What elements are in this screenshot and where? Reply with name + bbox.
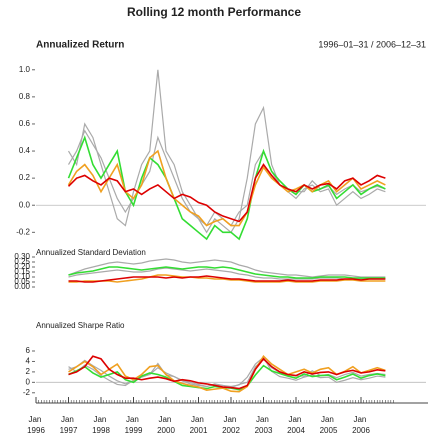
series-line: [67, 135, 386, 241]
panel-title: Annualized Return: [36, 40, 124, 51]
chart-title: Rolling 12 month Performance: [127, 5, 301, 19]
series-line: [68, 274, 386, 283]
x-tick-label: Jan 2005: [320, 415, 338, 435]
series-line: [68, 258, 386, 278]
series-line: [68, 266, 386, 279]
series-line: [68, 275, 386, 283]
y-tick-label: 2: [26, 367, 31, 376]
x-tick-label: Jan 1999: [125, 415, 143, 435]
y-tick-label: 0.2: [19, 173, 31, 182]
date-range: 1996–01–31 / 2006–12–31: [318, 39, 426, 49]
y-tick-label: 0.0: [19, 200, 31, 209]
x-tick-label: Jan 1997: [60, 415, 78, 435]
y-tick-label: 0.30: [14, 252, 30, 261]
y-tick-label: 0.00: [14, 282, 30, 291]
x-tick-label: Jan 2001: [190, 415, 208, 435]
x-tick-label: Jan 2002: [222, 415, 240, 435]
y-tick-label: -2: [23, 388, 31, 397]
x-tick-label: Jan 2004: [287, 415, 305, 435]
y-tick-label: 0.20: [14, 262, 30, 271]
y-tick-label: 0.4: [19, 146, 31, 155]
series-line: [67, 69, 386, 234]
y-tick-label: 1.0: [19, 65, 31, 74]
y-tick-label: 4: [26, 357, 31, 366]
y-tick-label: 0: [26, 377, 31, 386]
panel-title: Annualized Sharpe Ratio: [36, 321, 125, 330]
series-line: [68, 354, 386, 393]
series-line: [67, 129, 386, 227]
y-tick-label: 0.15: [14, 267, 30, 276]
x-tick-label: Jan 2003: [255, 415, 273, 435]
y-tick-label: -0.2: [16, 227, 30, 236]
x-tick-label: Jan 2006: [352, 415, 370, 435]
series-line: [68, 355, 386, 390]
y-tick-label: 0.05: [14, 277, 30, 286]
y-tick-label: 0.10: [14, 272, 30, 281]
series-line: [67, 163, 386, 223]
x-tick-label: Jan 2000: [157, 415, 175, 435]
x-tick-label: Jan 1996: [27, 415, 45, 435]
y-tick-label: 0.8: [19, 92, 31, 101]
y-tick-label: 6: [26, 346, 31, 355]
series-line: [68, 267, 386, 280]
x-tick-label: Jan 1998: [92, 415, 110, 435]
y-tick-label: 0.25: [14, 257, 30, 266]
y-tick-label: 0.6: [19, 119, 31, 128]
panel-title: Annualized Standard Deviation: [36, 248, 146, 257]
